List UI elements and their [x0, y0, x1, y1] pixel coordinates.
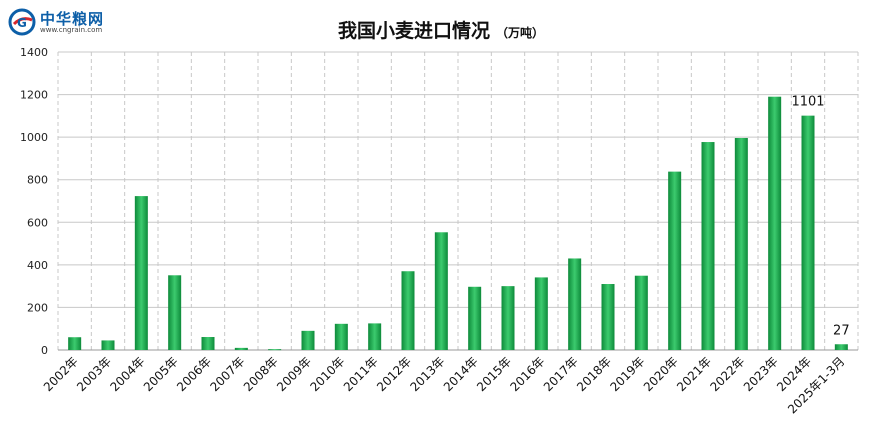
x-tick-label: 2016年	[507, 354, 547, 394]
x-tick-label: 2015年	[474, 354, 514, 394]
x-tick-label: 2008年	[241, 354, 281, 394]
bar	[501, 286, 515, 350]
bar	[168, 275, 182, 350]
x-tick-label: 2018年	[574, 354, 614, 394]
site-logo: G 中华粮网 www.cngrain.com	[8, 6, 158, 40]
y-tick-label: 200	[27, 301, 48, 314]
bar	[401, 271, 415, 350]
bar	[134, 196, 148, 350]
grid-lines	[57, 51, 859, 351]
bar	[801, 115, 815, 350]
x-tick-label: 2005年	[141, 354, 181, 394]
bar	[734, 137, 748, 350]
bar	[68, 337, 82, 350]
x-tick-label: 2021年	[674, 354, 714, 394]
bar	[601, 284, 615, 350]
x-tick-label: 2011年	[341, 354, 381, 394]
y-axis-ticks: 0 200 400 600 800 1000 1200 1400	[20, 46, 48, 357]
bar	[534, 277, 548, 350]
y-tick-label: 1000	[20, 131, 48, 144]
bar	[768, 96, 782, 350]
y-tick-label: 1400	[20, 46, 48, 59]
chart-title: 我国小麦进口情况	[337, 20, 490, 42]
x-axis-labels: 2002年2003年2004年2005年2006年2007年2008年2009年…	[41, 354, 848, 416]
bar	[201, 337, 215, 350]
bars	[68, 96, 848, 351]
x-tick-label: 2010年	[307, 354, 347, 394]
x-tick-label: 2014年	[441, 354, 481, 394]
logo-url: www.cngrain.com	[40, 26, 103, 34]
x-tick-label: 2023年	[741, 354, 781, 394]
x-tick-label: 2022年	[707, 354, 747, 394]
data-labels: 1101 27	[791, 95, 849, 339]
bar	[101, 340, 115, 350]
chart-title-wrap: 我国小麦进口情况 （万吨）	[0, 16, 882, 43]
x-tick-label: 2002年	[41, 354, 81, 394]
x-tick-label: 2019年	[607, 354, 647, 394]
x-tick-label: 2017年	[541, 354, 581, 394]
logo-icon: G	[8, 8, 36, 36]
bar	[301, 330, 315, 350]
bar	[434, 232, 448, 350]
bar	[234, 347, 248, 350]
bar	[268, 349, 282, 351]
x-tick-label: 2009年	[274, 354, 314, 394]
bar	[634, 275, 648, 350]
x-tick-label: 2013年	[407, 354, 447, 394]
y-tick-label: 600	[27, 216, 48, 229]
y-tick-label: 400	[27, 259, 48, 272]
x-tick-label: 2007年	[207, 354, 247, 394]
x-tick-label: 2006年	[174, 354, 214, 394]
bar	[568, 258, 582, 350]
bar	[468, 286, 482, 350]
data-label: 27	[833, 323, 850, 338]
chart-unit: （万吨）	[496, 26, 545, 40]
y-tick-label: 1200	[20, 89, 48, 102]
bar	[834, 344, 848, 350]
logo-name: 中华粮网	[40, 10, 105, 28]
bar	[668, 171, 682, 350]
logo-letter: G	[17, 16, 27, 30]
bar	[701, 142, 715, 350]
x-tick-label: 2012年	[374, 354, 414, 394]
bar	[368, 323, 382, 350]
x-tick-label: 2020年	[641, 354, 681, 394]
y-tick-label: 0	[41, 344, 48, 357]
y-tick-label: 800	[27, 174, 48, 187]
x-tick-label: 2004年	[107, 354, 147, 394]
bar	[334, 323, 348, 350]
data-label: 1101	[791, 95, 824, 110]
x-tick-label: 2003年	[74, 354, 114, 394]
